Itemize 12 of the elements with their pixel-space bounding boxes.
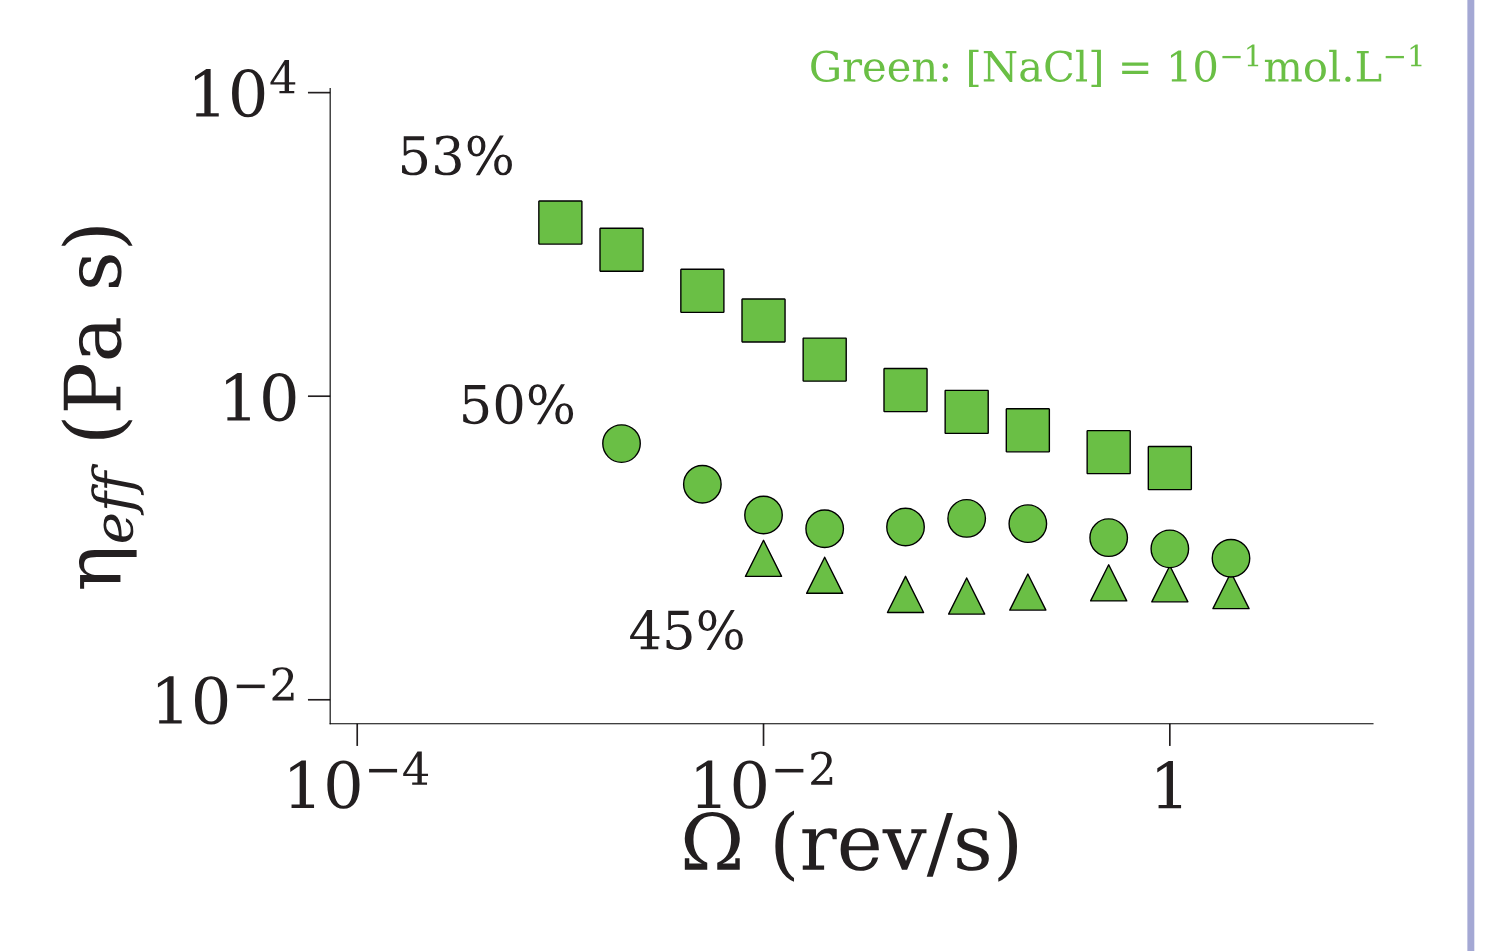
x-tick-label: 10$^{−2}$ [696, 751, 833, 809]
x-axis-title: Ω (rev/s) [684, 810, 1018, 882]
y-tick-label: 10$^{4}$ [194, 60, 296, 118]
x-tick-label: 1 [1157, 760, 1182, 809]
series-label: 50% [463, 384, 574, 425]
y-axis-title: η$_{eff}$ (Pa s) [61, 227, 144, 589]
series-label: 45% [630, 610, 743, 651]
x-tick-label: 10$^{−4}$ [290, 751, 429, 809]
y-tick-label: 10$^{−2}$ [157, 667, 294, 725]
text: Green: [NaCl] = 10$^{−1}$mol.L$^{−1}$ [811, 44, 1422, 87]
series-label: 53% [402, 135, 512, 176]
y-tick-label: 10 [226, 373, 296, 422]
